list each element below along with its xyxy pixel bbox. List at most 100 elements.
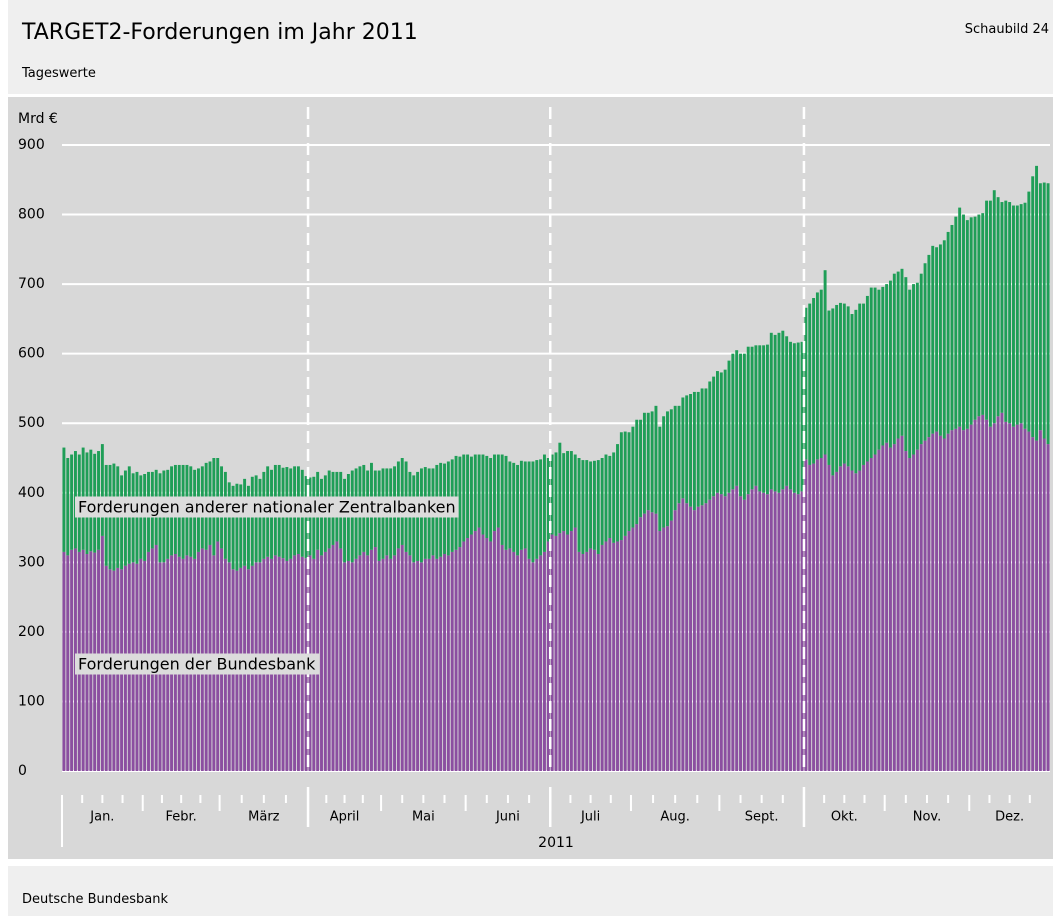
bar bbox=[758, 491, 762, 771]
bar bbox=[785, 485, 789, 771]
bar bbox=[762, 492, 766, 771]
x-tick-label: Jan. bbox=[89, 810, 114, 825]
bar bbox=[658, 426, 662, 532]
bar bbox=[858, 470, 862, 771]
bar bbox=[339, 548, 343, 771]
bar bbox=[1023, 428, 1027, 771]
bar bbox=[589, 461, 593, 549]
bar bbox=[704, 388, 708, 504]
bar bbox=[754, 345, 758, 486]
bar bbox=[1046, 183, 1050, 445]
bar bbox=[1008, 423, 1012, 771]
x-tick-label: Sept. bbox=[745, 810, 779, 825]
bar bbox=[523, 461, 527, 549]
bar bbox=[350, 562, 354, 771]
bar bbox=[458, 456, 462, 548]
bar bbox=[931, 245, 935, 434]
bar bbox=[1019, 204, 1023, 424]
bar bbox=[727, 360, 731, 493]
bar bbox=[1012, 426, 1015, 771]
bar bbox=[473, 454, 477, 532]
bar bbox=[862, 464, 866, 771]
bar bbox=[604, 541, 608, 771]
bar bbox=[473, 531, 477, 771]
bar bbox=[627, 531, 631, 771]
bar bbox=[635, 524, 639, 771]
bar bbox=[500, 454, 504, 545]
y-tick-label: 400 bbox=[18, 485, 45, 501]
bar bbox=[550, 534, 554, 771]
bar bbox=[577, 458, 581, 552]
bar bbox=[988, 200, 992, 427]
bar bbox=[646, 412, 650, 511]
bar bbox=[512, 462, 516, 552]
bar bbox=[677, 405, 681, 504]
bar bbox=[539, 555, 543, 771]
bar bbox=[935, 247, 939, 432]
bar bbox=[996, 416, 1000, 771]
bar bbox=[669, 520, 673, 771]
bar bbox=[443, 553, 446, 771]
bar bbox=[666, 526, 669, 771]
bar bbox=[815, 459, 819, 771]
bar bbox=[865, 461, 869, 771]
bar bbox=[896, 271, 900, 439]
y-tick-label: 900 bbox=[18, 137, 45, 153]
bar bbox=[631, 426, 635, 528]
bar bbox=[650, 512, 654, 771]
bar bbox=[796, 494, 800, 771]
bar bbox=[915, 449, 919, 771]
bar bbox=[531, 562, 535, 771]
x-tick-label: März bbox=[248, 810, 280, 825]
x-tick-label: Mai bbox=[412, 810, 435, 825]
bar bbox=[831, 308, 835, 476]
y-tick-label: 500 bbox=[18, 415, 45, 431]
bar bbox=[839, 302, 842, 467]
bar bbox=[419, 562, 423, 771]
bar bbox=[827, 310, 831, 465]
bar bbox=[846, 466, 850, 771]
bar bbox=[723, 369, 727, 497]
bar bbox=[827, 464, 831, 771]
bar bbox=[931, 433, 935, 771]
bar bbox=[454, 549, 458, 771]
bar bbox=[66, 555, 70, 771]
bar bbox=[666, 411, 669, 527]
bar bbox=[942, 438, 946, 771]
bar bbox=[685, 503, 689, 771]
bar bbox=[227, 482, 231, 563]
bar bbox=[469, 534, 473, 771]
bar bbox=[639, 419, 643, 518]
bar bbox=[958, 207, 962, 427]
bar bbox=[400, 544, 404, 771]
bar bbox=[842, 463, 846, 771]
series-label: Forderungen anderer nationaler Zentralba… bbox=[78, 498, 456, 517]
bar bbox=[950, 430, 954, 771]
bar bbox=[393, 555, 396, 771]
bar bbox=[973, 216, 977, 420]
bar bbox=[70, 454, 74, 550]
bar bbox=[235, 483, 239, 571]
bar bbox=[704, 503, 708, 771]
bar bbox=[581, 460, 585, 554]
bar bbox=[700, 388, 704, 506]
bar bbox=[243, 478, 247, 566]
bar bbox=[965, 428, 969, 771]
bar bbox=[239, 484, 243, 568]
bar bbox=[735, 485, 739, 771]
bar bbox=[808, 464, 812, 771]
bar bbox=[623, 431, 627, 536]
bar bbox=[627, 432, 631, 532]
bar bbox=[631, 527, 635, 771]
bar bbox=[566, 534, 569, 771]
bar bbox=[592, 549, 596, 771]
bar bbox=[1000, 202, 1004, 413]
series-label-box bbox=[75, 496, 459, 518]
bar bbox=[904, 451, 908, 771]
bar bbox=[946, 231, 950, 434]
y-axis-label: Mrd € bbox=[18, 111, 58, 127]
bar bbox=[512, 551, 516, 771]
bar bbox=[320, 555, 323, 771]
bar bbox=[612, 452, 616, 543]
